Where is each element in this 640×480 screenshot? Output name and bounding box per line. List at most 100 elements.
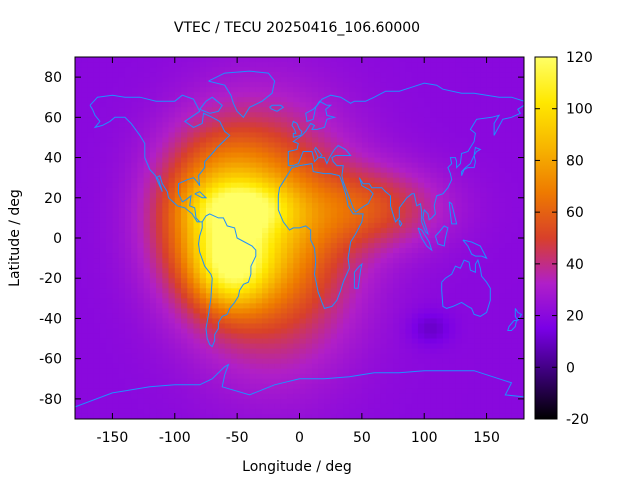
heatmap-cell — [255, 363, 263, 370]
heatmap-cell — [499, 152, 506, 159]
heatmap-cell — [87, 403, 95, 410]
heatmap-cell — [374, 172, 382, 179]
heatmap-cell — [436, 288, 444, 294]
heatmap-cell — [318, 363, 326, 370]
heatmap-cell — [243, 187, 251, 194]
heatmap-cell — [249, 378, 257, 385]
heatmap-cell — [131, 328, 138, 335]
heatmap-cell — [187, 142, 195, 149]
heatmap-cell — [137, 222, 145, 229]
heatmap-cell — [149, 288, 157, 294]
heatmap-cell — [174, 217, 182, 224]
heatmap-cell — [505, 102, 513, 108]
heatmap-cell — [299, 288, 307, 294]
heatmap-cell — [149, 303, 157, 309]
heatmap-cell — [205, 122, 213, 128]
heatmap-cell — [480, 217, 488, 224]
heatmap-cell — [430, 303, 438, 309]
heatmap-cell — [168, 222, 176, 229]
heatmap-cell — [224, 157, 232, 164]
heatmap-cell — [262, 97, 269, 103]
heatmap-cell — [106, 77, 114, 83]
heatmap-cell — [511, 243, 519, 249]
heatmap-cell — [374, 222, 382, 229]
heatmap-cell — [424, 62, 432, 68]
heatmap-cell — [181, 217, 188, 224]
heatmap-cell — [287, 268, 294, 274]
heatmap-cell — [93, 107, 101, 113]
heatmap-cell — [343, 273, 350, 279]
heatmap-cell — [268, 87, 276, 93]
heatmap-cell — [81, 137, 89, 144]
heatmap-cell — [461, 202, 469, 209]
heatmap-cell — [268, 368, 276, 375]
heatmap-cell — [181, 72, 188, 78]
heatmap-cell — [212, 393, 220, 400]
heatmap-cell — [224, 112, 232, 118]
heatmap-cell — [486, 388, 494, 395]
heatmap-cell — [436, 82, 444, 88]
heatmap-cell — [405, 398, 413, 405]
heatmap-cell — [517, 177, 524, 184]
heatmap-cell — [212, 243, 220, 249]
heatmap-cell — [492, 222, 500, 229]
heatmap-cell — [505, 388, 513, 395]
heatmap-cell — [517, 162, 524, 169]
heatmap-cell — [399, 197, 407, 204]
heatmap-cell — [311, 202, 319, 209]
heatmap-cell — [93, 167, 101, 174]
heatmap-cell — [75, 318, 82, 325]
heatmap-cell — [318, 258, 326, 264]
heatmap-cell — [461, 368, 469, 375]
heatmap-cell — [243, 62, 251, 68]
heatmap-cell — [131, 273, 138, 279]
heatmap-cell — [143, 62, 151, 68]
heatmap-cell — [330, 383, 338, 390]
heatmap-cell — [243, 318, 251, 325]
heatmap-cell — [411, 202, 419, 209]
heatmap-cell — [218, 373, 226, 380]
heatmap-cell — [343, 177, 350, 184]
heatmap-cell — [336, 388, 344, 395]
heatmap-cell — [143, 197, 151, 204]
heatmap-cell — [430, 258, 438, 264]
heatmap-cell — [511, 383, 519, 390]
heatmap-cell — [287, 303, 294, 309]
heatmap-cell — [199, 57, 207, 63]
heatmap-cell — [399, 398, 407, 405]
heatmap-cell — [255, 67, 263, 73]
heatmap-cell — [374, 182, 382, 189]
heatmap-cell — [442, 202, 450, 209]
heatmap-cell — [386, 72, 394, 78]
heatmap-cell — [230, 378, 238, 385]
heatmap-cell — [193, 227, 201, 234]
heatmap-cell — [417, 172, 425, 179]
heatmap-cell — [455, 62, 463, 68]
heatmap-cell — [499, 187, 506, 194]
heatmap-cell — [137, 358, 145, 365]
heatmap-cell — [492, 278, 500, 284]
heatmap-cell — [131, 278, 138, 284]
heatmap-cell — [380, 253, 388, 259]
heatmap-cell — [449, 383, 457, 390]
heatmap-cell — [243, 182, 251, 189]
heatmap-cell — [486, 283, 494, 289]
heatmap-cell — [274, 132, 282, 139]
heatmap-cell — [474, 378, 481, 385]
heatmap-cell — [75, 57, 82, 63]
heatmap-cell — [187, 87, 195, 93]
heatmap-cell — [318, 343, 326, 350]
heatmap-cell — [455, 318, 463, 325]
heatmap-cell — [324, 207, 332, 214]
heatmap-cell — [106, 368, 114, 375]
heatmap-cell — [324, 192, 332, 199]
heatmap-cell — [393, 268, 400, 274]
heatmap-cell — [249, 62, 257, 68]
heatmap-cell — [280, 77, 288, 83]
heatmap-cell — [424, 232, 432, 239]
heatmap-cell — [118, 222, 126, 229]
heatmap-cell — [124, 152, 132, 159]
heatmap-cell — [430, 142, 438, 149]
heatmap-cell — [318, 278, 326, 284]
heatmap-cell — [361, 318, 369, 325]
